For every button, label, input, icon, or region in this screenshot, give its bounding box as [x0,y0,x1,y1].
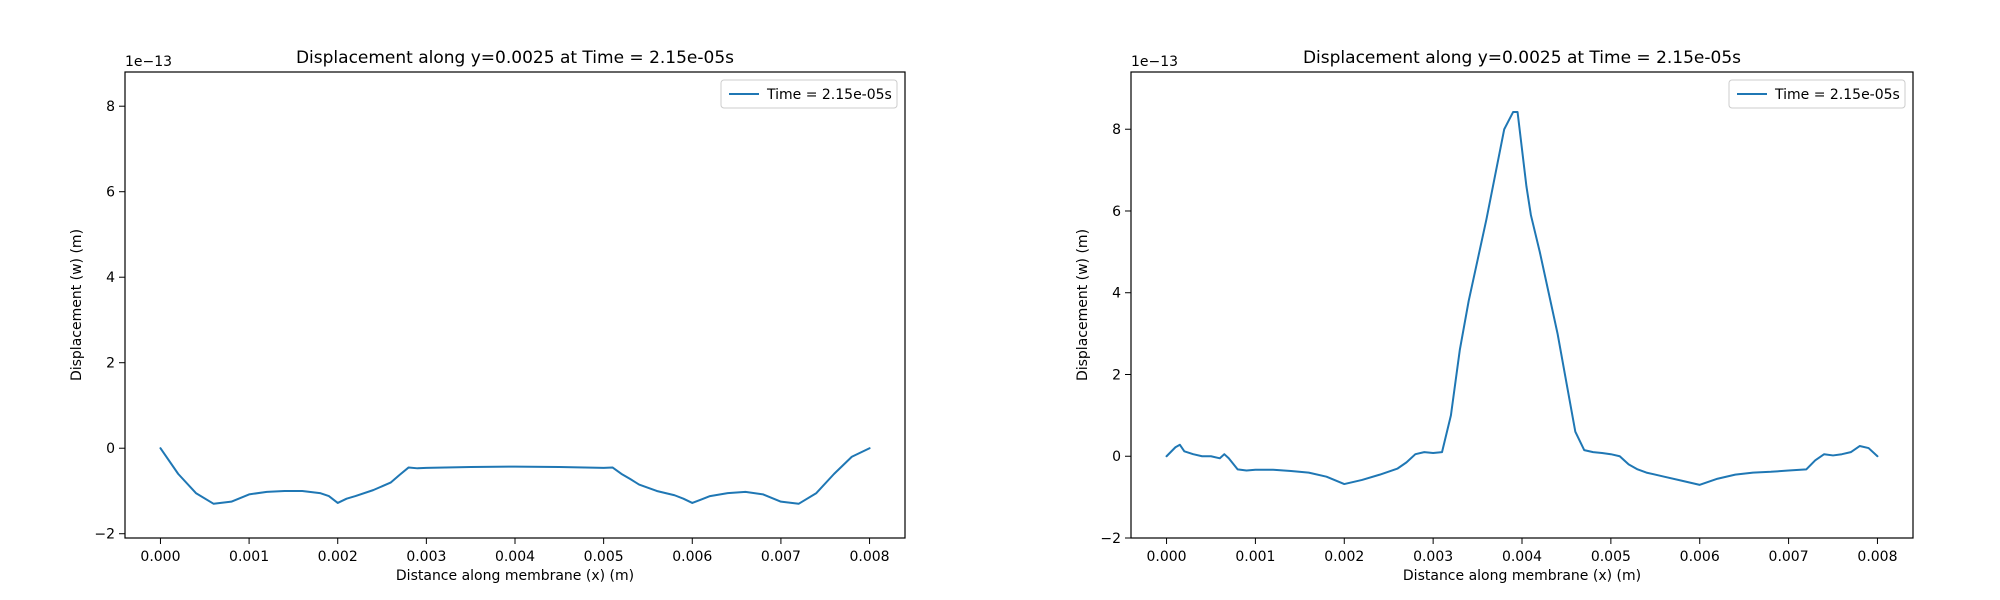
x-tick-label: 0.005 [1591,549,1631,565]
x-tick-label: 0.002 [1324,549,1364,565]
y-offset-label: 1e−13 [125,54,172,70]
y-tick-label: 8 [106,99,115,115]
y-tick-label: 6 [106,185,115,201]
x-axis-label: Distance along membrane (x) (m) [1403,568,1641,584]
x-tick-label: 0.003 [406,549,446,565]
x-tick-label: 0.006 [672,549,712,565]
x-tick-label: 0.007 [1769,549,1809,565]
x-tick-label: 0.004 [495,549,535,565]
y-tick-label: 2 [1112,367,1121,383]
x-tick-label: 0.001 [1235,549,1275,565]
x-tick-label: 0.000 [1146,549,1186,565]
left-chart: 0.000 0.001 0.002 0.003 0.004 0.005 0.006 0.007… [69,48,906,584]
x-tick-label: 0.000 [140,549,180,565]
y-tick-label: 4 [1112,286,1121,302]
x-tick-label: 0.004 [1502,549,1542,565]
y-axis-label: Displacement (w) (m) [1075,229,1091,381]
series-line [1165,111,1879,486]
series-line [159,447,871,505]
x-tick-label: 0.008 [849,549,889,565]
right-chart: 0.000 0.001 0.002 0.003 0.004 0.005 0.006 0.007… [1075,48,1914,584]
y-tick-label: 8 [1112,122,1121,138]
y-tick-label: 0 [1112,449,1121,465]
legend-label: Time = 2.15e-05s [1774,87,1900,103]
legend-box [720,79,898,109]
y-tick-label: 4 [106,270,115,286]
x-tick-label: 0.008 [1857,549,1897,565]
y-tick-label: −2 [94,527,115,543]
y-offset-label: 1e−13 [1131,54,1178,70]
y-axis-label: Displacement (w) (m) [69,229,85,381]
y-tick-label: −2 [1100,531,1121,547]
x-tick-label: 0.005 [584,549,624,565]
x-axis-label: Distance along membrane (x) (m) [396,568,634,584]
legend-box [1728,79,1906,109]
x-tick-label: 0.003 [1413,549,1453,565]
y-tick-label: 6 [1112,204,1121,220]
x-tick-label: 0.001 [229,549,269,565]
y-tick-label: 2 [106,356,115,372]
chart-title: Displacement along y=0.0025 at Time = 2.… [1303,48,1741,68]
axes-frame [124,71,906,539]
legend-label: Time = 2.15e-05s [766,87,892,103]
x-tick-label: 0.002 [318,549,358,565]
chart-title: Displacement along y=0.0025 at Time = 2.… [296,48,734,68]
x-tick-label: 0.007 [761,549,801,565]
y-tick-label: 0 [106,441,115,457]
x-tick-label: 0.006 [1680,549,1720,565]
